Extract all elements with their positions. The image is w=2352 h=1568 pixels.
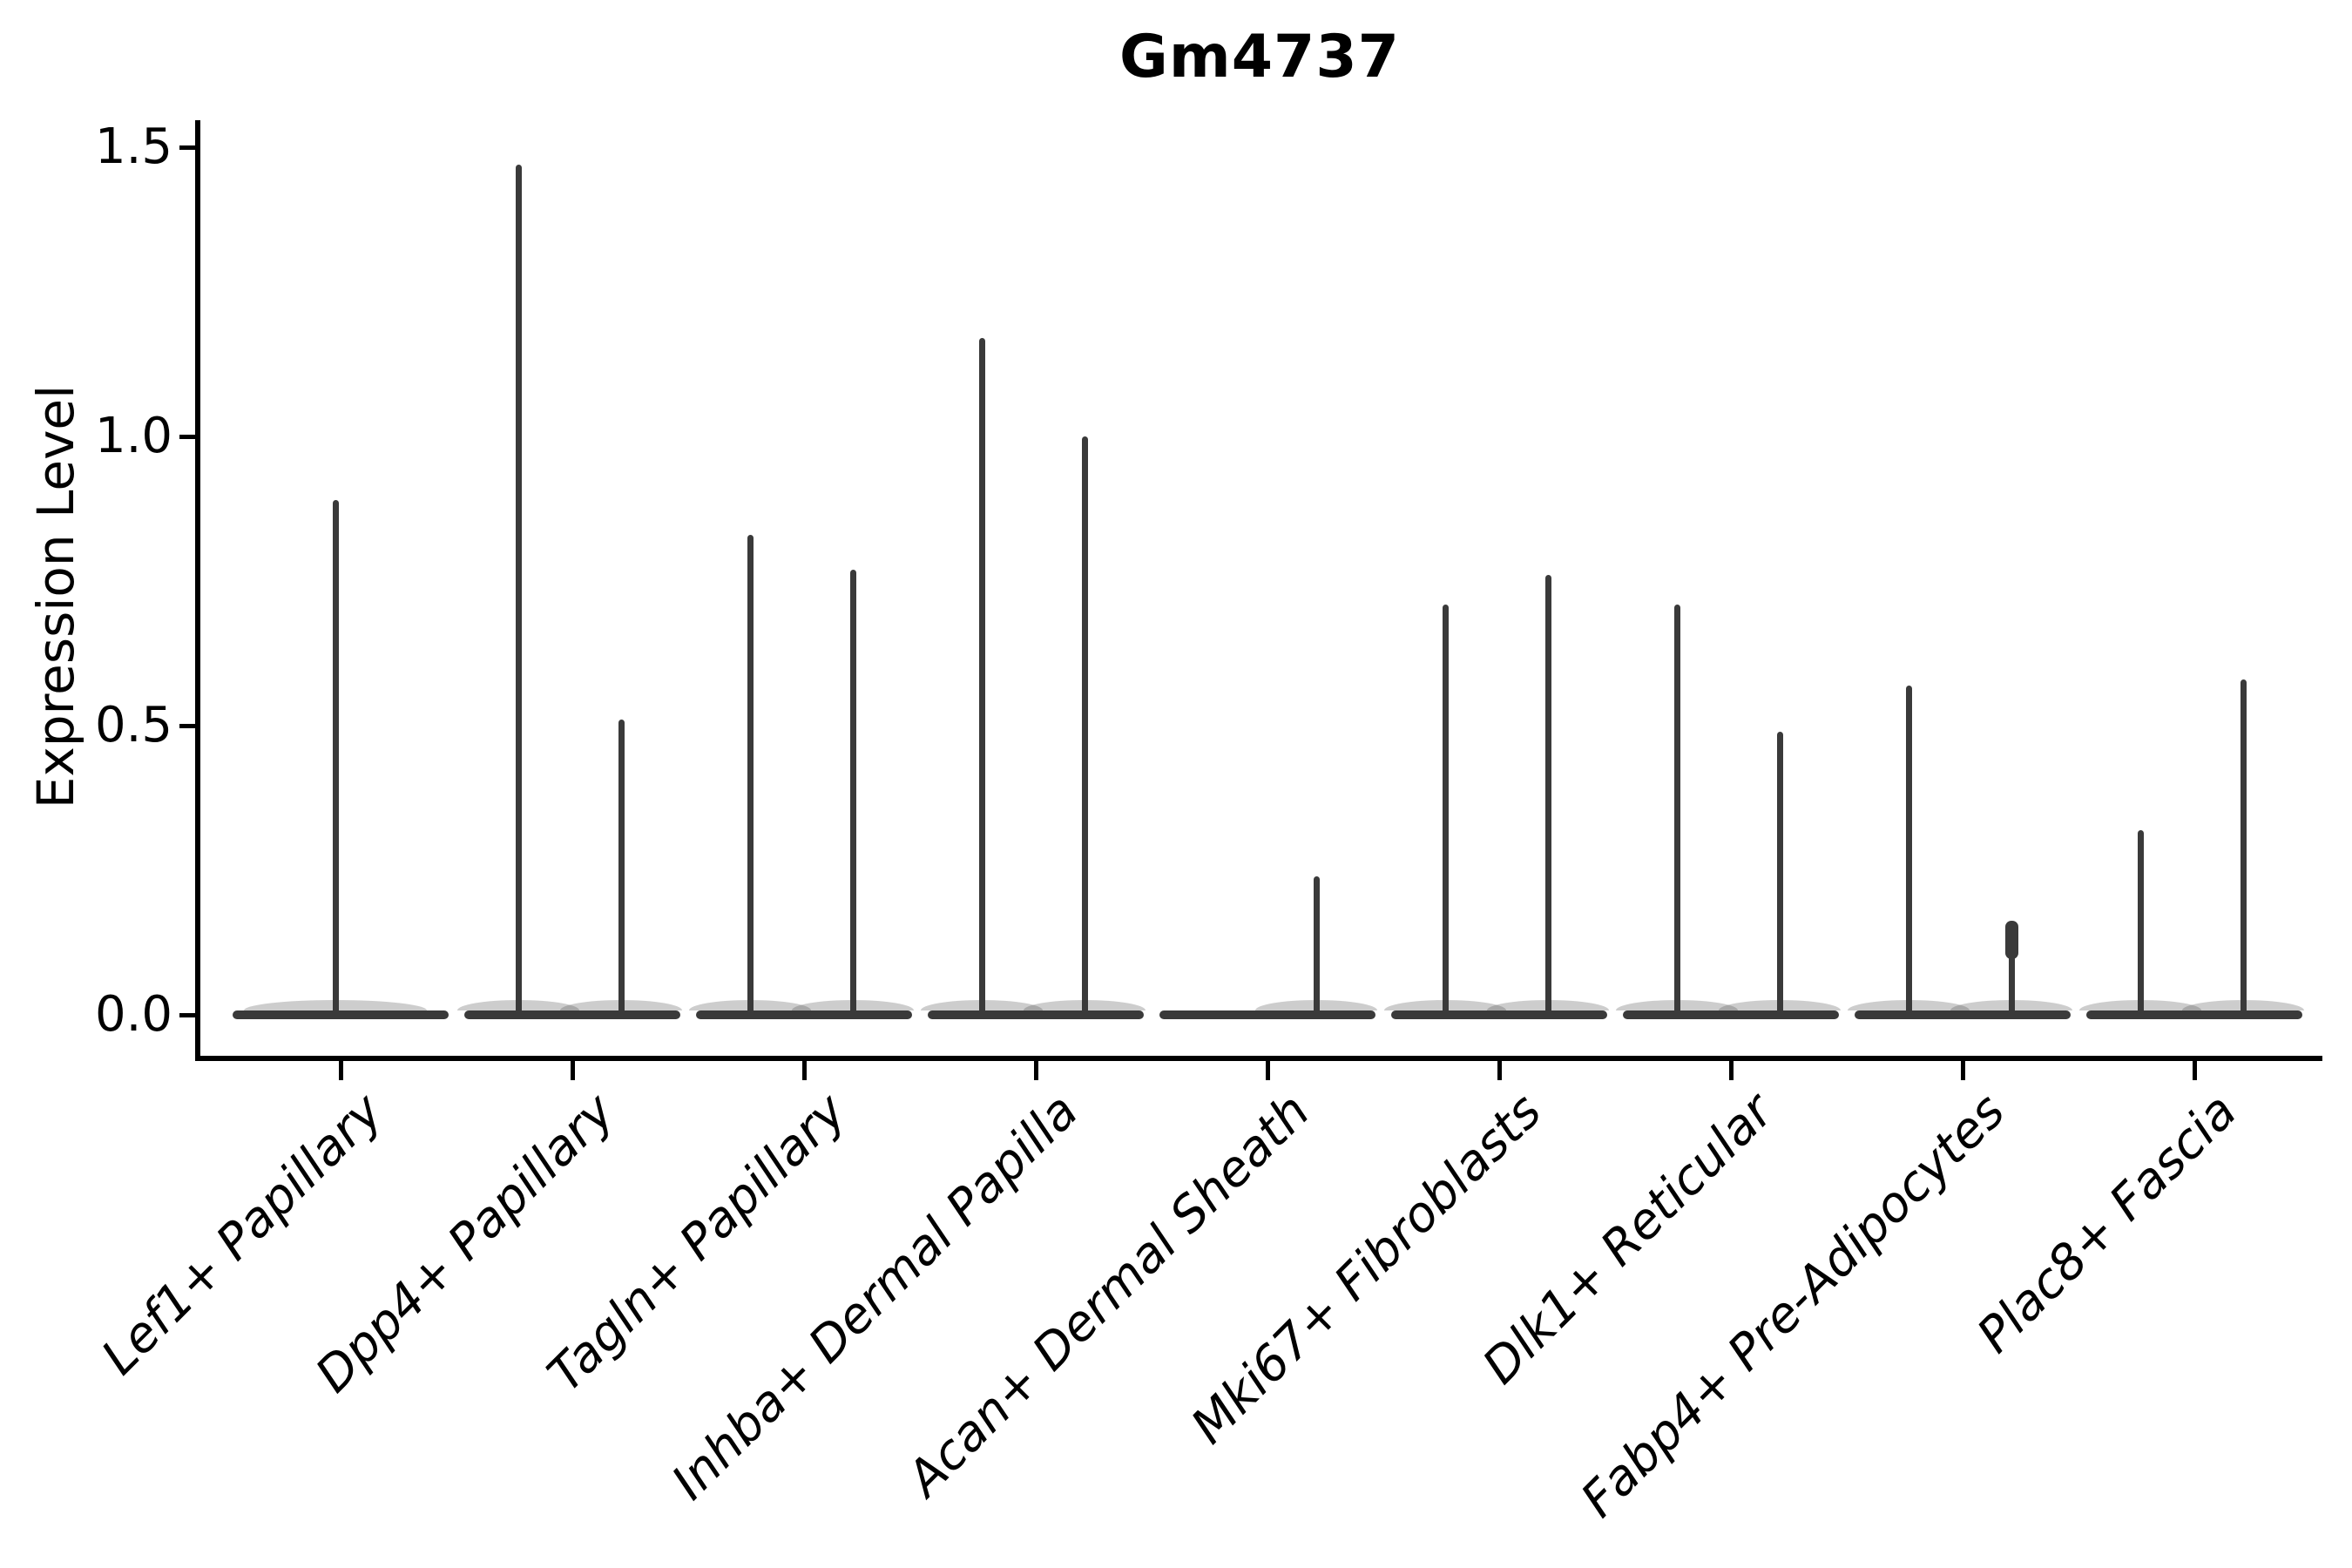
violin-spike xyxy=(978,338,985,1017)
x-tick xyxy=(1034,1061,1038,1080)
chart-title: Gm4737 xyxy=(1119,23,1400,91)
violin-spike xyxy=(515,164,522,1017)
x-axis-spine xyxy=(195,1056,2322,1061)
y-tick xyxy=(179,1013,195,1017)
y-axis-spine xyxy=(195,120,200,1061)
violin-base xyxy=(2086,1010,2302,1019)
y-tick xyxy=(179,145,195,150)
violin-spike xyxy=(618,720,625,1017)
x-tick xyxy=(339,1061,343,1080)
x-tick xyxy=(1729,1061,1734,1080)
x-tick xyxy=(802,1061,807,1080)
violin-spike xyxy=(1776,731,1783,1017)
y-tick-label: 0.5 xyxy=(94,697,172,754)
violin-base xyxy=(464,1010,680,1019)
violin-spike xyxy=(2008,922,2015,1017)
violin-spike xyxy=(332,500,339,1017)
violin-spike xyxy=(1673,604,1680,1017)
violin-spike xyxy=(2137,829,2144,1017)
violin-spike xyxy=(747,534,754,1017)
violin-base xyxy=(233,1010,449,1019)
violin-spike xyxy=(849,569,856,1017)
violin-base xyxy=(1855,1010,2071,1019)
x-tick xyxy=(2193,1061,2197,1080)
y-tick-label: 1.0 xyxy=(94,408,172,464)
y-tick xyxy=(179,435,195,439)
violin-base xyxy=(928,1010,1144,1019)
violin-spike xyxy=(1544,575,1551,1017)
violin-base xyxy=(1391,1010,1607,1019)
violin-base xyxy=(1623,1010,1839,1019)
violin-spike xyxy=(1081,436,1088,1017)
violin-spike xyxy=(1905,685,1912,1017)
x-tick xyxy=(1497,1061,1502,1080)
violin-spike xyxy=(1442,604,1449,1017)
y-tick xyxy=(179,724,195,728)
violin-spike-bulge xyxy=(2004,920,2018,959)
violin-spike xyxy=(1313,875,1320,1017)
x-tick xyxy=(1266,1061,1270,1080)
x-tick xyxy=(1961,1061,1965,1080)
violin-base xyxy=(1159,1010,1375,1019)
x-tick xyxy=(571,1061,575,1080)
violin-base xyxy=(696,1010,912,1019)
violin-spike xyxy=(2240,679,2247,1017)
y-tick-label: 1.5 xyxy=(94,118,172,175)
y-tick-label: 0.0 xyxy=(94,986,172,1043)
